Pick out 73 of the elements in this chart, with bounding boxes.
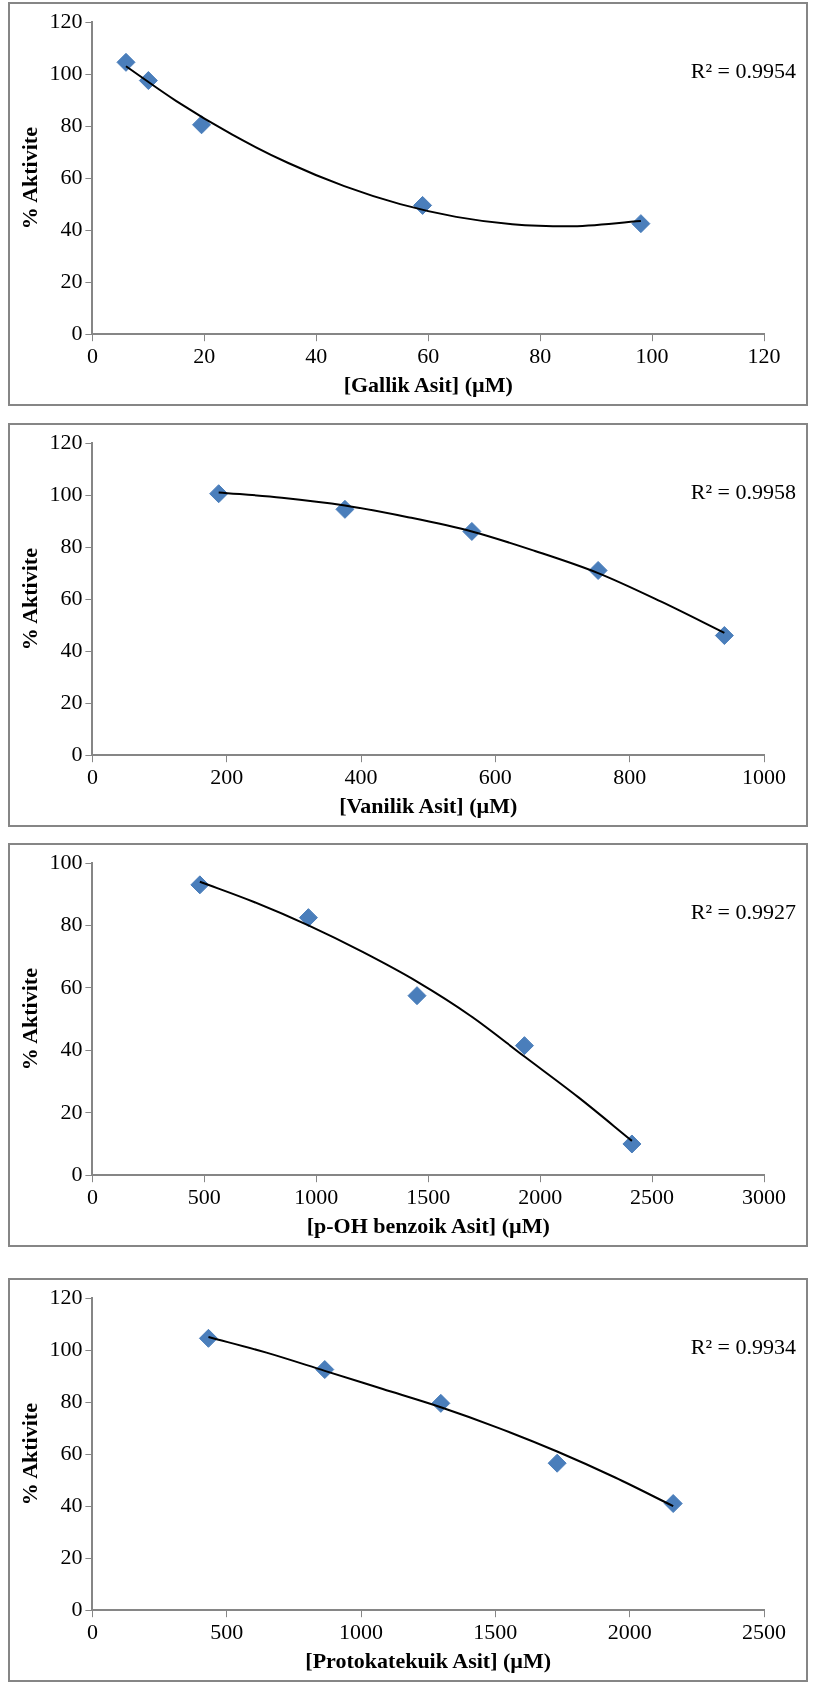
x-tick-label: 120 [747, 343, 781, 369]
y-tick-label: 120 [49, 1283, 83, 1309]
x-tick-label: 1000 [742, 764, 786, 790]
y-axis-title: % Aktivite [16, 1402, 42, 1506]
point [631, 214, 651, 234]
point [209, 484, 229, 504]
point [298, 908, 318, 928]
y-tick-label: 80 [60, 911, 83, 937]
y-tick-label: 20 [60, 688, 83, 714]
point [514, 1036, 534, 1056]
y-tick-label: 20 [60, 1098, 83, 1124]
x-tick-label: 2500 [742, 1619, 786, 1645]
y-tick-label: 0 [71, 319, 83, 345]
y-tick-label: 60 [60, 163, 83, 189]
y-tick-label: 100 [49, 1335, 83, 1361]
y-tick-label: 100 [49, 59, 83, 85]
y-tick-label: 20 [60, 267, 83, 293]
y-tick-label: 0 [71, 740, 83, 766]
point [192, 115, 212, 135]
y-tick-label: 40 [60, 1491, 83, 1517]
annotation: R² = 0.9934 [690, 1333, 796, 1359]
x-tick-label: 40 [305, 343, 328, 369]
x-axis-title: [Protokatekuik Asit] (µM) [305, 1648, 552, 1674]
x-tick-label: 1500 [406, 1184, 451, 1210]
point [116, 52, 136, 72]
annotation: R² = 0.9958 [690, 478, 796, 504]
y-tick-label: 40 [60, 636, 83, 662]
y-tick-label: 60 [60, 1439, 83, 1465]
y-tick-label: 100 [49, 848, 83, 874]
x-tick-label: 800 [613, 764, 647, 790]
y-tick-label: 100 [49, 480, 83, 506]
point [714, 626, 734, 646]
point [622, 1134, 642, 1154]
x-tick-label: 1000 [339, 1619, 384, 1645]
x-tick-label: 20 [193, 343, 216, 369]
x-tick-label: 2000 [518, 1184, 563, 1210]
y-tick-label: 0 [71, 1160, 83, 1186]
x-tick-label: 2500 [630, 1184, 675, 1210]
x-tick-label: 80 [529, 343, 552, 369]
x-tick-label: 500 [210, 1619, 244, 1645]
y-tick-label: 20 [60, 1543, 83, 1569]
y-axis-title: % Aktivite [16, 967, 42, 1071]
x-tick-label: 3000 [742, 1184, 786, 1210]
y-tick-label: 80 [60, 1387, 83, 1413]
point [547, 1453, 567, 1473]
y-tick-label: 80 [60, 111, 83, 137]
annotation: R² = 0.9927 [690, 898, 796, 924]
y-tick-label: 40 [60, 1036, 83, 1062]
y-tick-label: 40 [60, 215, 83, 241]
y-tick-label: 60 [60, 584, 83, 610]
x-axis-title: [p-OH benzoik Asit] (µM) [306, 1213, 550, 1239]
x-tick-label: 600 [478, 764, 512, 790]
x-axis-title: [Gallik Asit] (µM) [343, 372, 513, 398]
x-tick-label: 100 [635, 343, 669, 369]
point [407, 986, 427, 1006]
annotation: R² = 0.9954 [690, 57, 796, 83]
y-axis-title: % Aktivite [16, 126, 42, 230]
x-tick-label: 1500 [473, 1619, 518, 1645]
x-tick-label: 200 [210, 764, 244, 790]
y-tick-label: 120 [49, 7, 83, 33]
x-tick-label: 2000 [607, 1619, 652, 1645]
y-tick-label: 0 [71, 1595, 83, 1621]
x-tick-label: 60 [417, 343, 440, 369]
y-tick-label: 60 [60, 973, 83, 999]
y-tick-label: 80 [60, 532, 83, 558]
x-tick-label: 1000 [294, 1184, 339, 1210]
x-tick-label: 400 [344, 764, 378, 790]
point [198, 1328, 218, 1348]
y-axis-title: % Aktivite [16, 547, 42, 651]
x-tick-label: 500 [187, 1184, 221, 1210]
point [663, 1494, 683, 1514]
x-axis-title: [Vanilik Asit] (µM) [339, 793, 518, 819]
y-tick-label: 120 [49, 428, 83, 454]
